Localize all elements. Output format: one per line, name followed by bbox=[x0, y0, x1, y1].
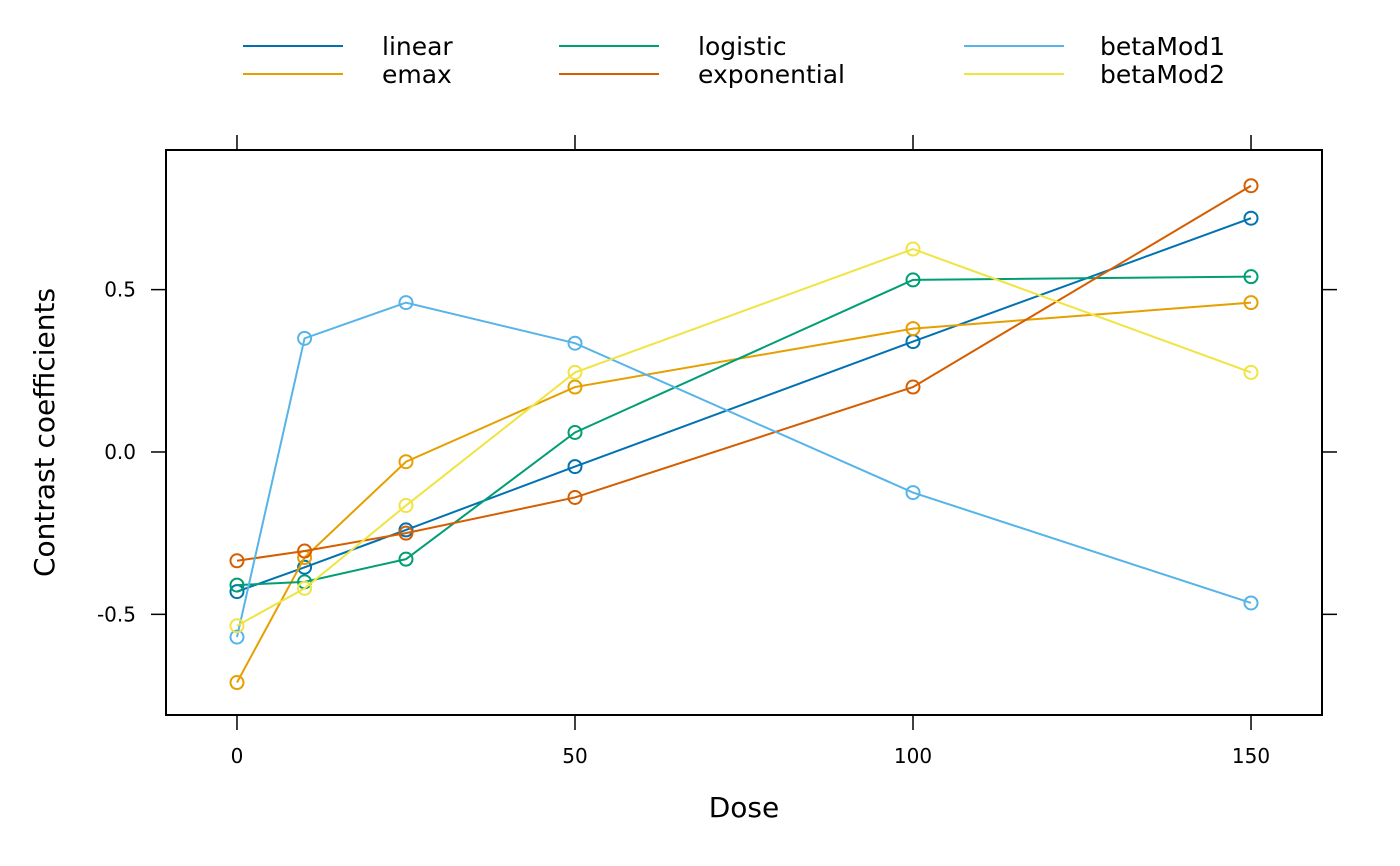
data-point-exponential bbox=[229, 553, 245, 569]
data-point-logistic bbox=[567, 425, 583, 440]
data-point-betaMod2 bbox=[297, 580, 313, 596]
legend-label: linear bbox=[382, 32, 453, 61]
legend-item-linear: linear bbox=[243, 32, 453, 61]
x-tick-label: 50 bbox=[562, 744, 587, 768]
data-point-logistic bbox=[229, 577, 245, 593]
x-tick-label: 0 bbox=[231, 744, 244, 768]
legend-item-logistic: logistic bbox=[559, 32, 787, 61]
legend-label: exponential bbox=[698, 60, 845, 89]
y-axis-title: Contrast coefficients bbox=[28, 288, 61, 577]
y-tick-label: 0.0 bbox=[104, 440, 136, 464]
y-tick-label: -0.5 bbox=[97, 602, 136, 626]
data-point-linear bbox=[567, 459, 583, 475]
series-line-logistic bbox=[236, 275, 1252, 587]
series-layer bbox=[229, 178, 1259, 691]
data-point-betaMod1 bbox=[229, 629, 245, 645]
data-point-betaMod2 bbox=[567, 364, 583, 380]
legend-label: betaMod1 bbox=[1100, 32, 1225, 61]
axis-ticks: 0 50 100 150 -0.5 0.0 0.5 bbox=[97, 135, 1337, 768]
data-point-betaMod1 bbox=[567, 335, 583, 351]
data-point-betaMod1 bbox=[297, 330, 313, 346]
legend-item-exponential: exponential bbox=[559, 60, 845, 89]
legend-label: emax bbox=[382, 60, 452, 89]
series-linear bbox=[229, 210, 1259, 600]
x-axis-title: Dose bbox=[709, 791, 780, 824]
legend-item-emax: emax bbox=[243, 60, 452, 89]
data-point-exponential bbox=[1243, 178, 1259, 194]
data-point-betaMod2 bbox=[229, 618, 245, 634]
data-point-exponential bbox=[905, 379, 921, 395]
data-point-logistic bbox=[905, 272, 921, 288]
series-line-emax bbox=[236, 301, 1252, 684]
legend-item-betaMod1: betaMod1 bbox=[964, 32, 1225, 61]
data-point-linear bbox=[1243, 210, 1259, 226]
data-point-betaMod2 bbox=[905, 241, 921, 257]
data-point-emax bbox=[567, 379, 583, 395]
data-point-emax bbox=[905, 321, 921, 337]
legend-item-betaMod2: betaMod2 bbox=[964, 60, 1225, 89]
legend-label: betaMod2 bbox=[1100, 60, 1225, 89]
data-point-exponential bbox=[398, 525, 414, 541]
data-point-emax bbox=[1243, 295, 1259, 311]
data-point-betaMod1 bbox=[905, 485, 921, 501]
series-betaMod1 bbox=[229, 295, 1259, 645]
data-point-exponential bbox=[567, 489, 583, 505]
series-line-betaMod1 bbox=[236, 301, 1252, 638]
legend-label: logistic bbox=[698, 32, 787, 61]
series-line-linear bbox=[236, 217, 1252, 593]
data-point-betaMod2 bbox=[1243, 364, 1259, 380]
series-emax bbox=[229, 295, 1259, 691]
series-betaMod2 bbox=[229, 241, 1259, 634]
y-tick-label: 0.5 bbox=[104, 278, 136, 302]
data-point-emax bbox=[398, 454, 414, 470]
data-point-betaMod1 bbox=[1243, 595, 1259, 611]
data-point-linear bbox=[297, 559, 313, 575]
data-point-emax bbox=[229, 675, 245, 691]
plot-frame bbox=[165, 149, 1323, 716]
series-line-betaMod2 bbox=[236, 247, 1252, 627]
x-tick-label: 100 bbox=[894, 744, 932, 768]
x-tick-label: 150 bbox=[1232, 744, 1270, 768]
data-point-logistic bbox=[1243, 269, 1259, 285]
series-exponential bbox=[229, 178, 1259, 569]
data-point-logistic bbox=[398, 551, 414, 567]
data-point-betaMod1 bbox=[398, 295, 414, 311]
data-point-exponential bbox=[297, 543, 313, 559]
data-point-betaMod2 bbox=[398, 498, 414, 514]
series-line-exponential bbox=[236, 184, 1252, 562]
